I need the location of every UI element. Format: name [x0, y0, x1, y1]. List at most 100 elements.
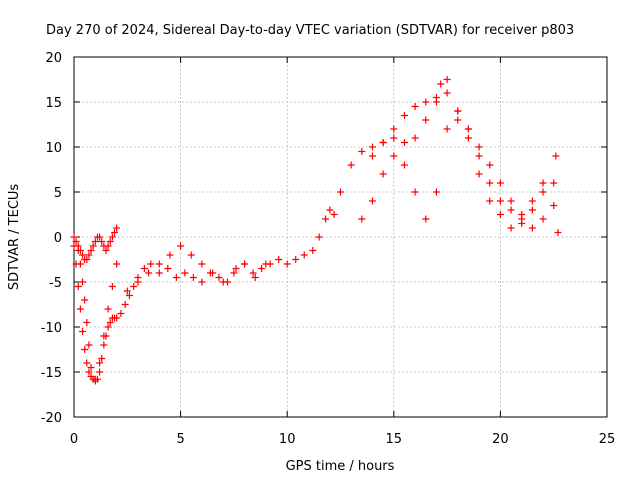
data-point	[241, 260, 249, 268]
data-point	[390, 125, 398, 133]
data-point	[83, 319, 91, 326]
data-point	[104, 323, 112, 331]
data-point	[81, 296, 89, 304]
data-point	[368, 152, 376, 160]
data-point	[98, 238, 106, 245]
data-point	[486, 197, 494, 205]
data-point	[475, 152, 483, 160]
data-point	[83, 359, 91, 367]
data-point	[443, 76, 451, 83]
data-point	[251, 274, 259, 281]
data-point	[219, 278, 227, 286]
y-tick-label: -5	[49, 276, 62, 291]
data-point	[528, 224, 536, 232]
data-point	[496, 179, 504, 187]
data-point	[198, 278, 206, 286]
data-point	[432, 94, 440, 101]
data-point	[134, 278, 142, 286]
data-point	[262, 260, 270, 268]
data-point	[164, 265, 172, 272]
y-tick-label: 0	[54, 231, 62, 246]
y-tick-label: -15	[41, 366, 62, 381]
data-point	[507, 224, 515, 232]
data-point	[379, 170, 387, 178]
data-points	[70, 76, 562, 385]
data-point	[130, 283, 138, 290]
data-point	[76, 260, 84, 268]
x-tick-labels: 0 5 10 15 20 25	[70, 432, 615, 447]
data-point	[475, 170, 483, 178]
data-point	[79, 251, 87, 259]
data-point	[330, 211, 338, 218]
data-point	[155, 260, 163, 268]
data-point	[379, 139, 387, 146]
data-point	[198, 260, 206, 268]
data-point	[315, 233, 323, 241]
data-point	[422, 98, 430, 106]
data-point	[275, 256, 283, 263]
y-tick-label: 10	[45, 141, 62, 156]
data-point	[145, 269, 153, 277]
data-point	[358, 148, 366, 155]
data-point	[113, 224, 121, 232]
data-point	[400, 112, 408, 119]
data-point	[74, 247, 82, 254]
data-point	[147, 260, 155, 268]
data-point	[390, 152, 398, 160]
data-point	[106, 238, 114, 245]
data-point	[464, 125, 472, 133]
x-tick-label: 25	[599, 432, 616, 447]
x-tick-label: 15	[386, 432, 403, 447]
data-point	[79, 328, 87, 335]
data-point	[98, 355, 106, 362]
data-point	[292, 256, 300, 263]
data-point	[337, 188, 344, 196]
data-point	[106, 319, 114, 326]
data-point	[507, 197, 515, 205]
y-tick-label: -20	[41, 411, 62, 426]
data-point	[432, 188, 440, 196]
data-point	[123, 287, 131, 295]
data-point	[121, 301, 129, 308]
data-point	[74, 283, 82, 290]
data-point	[550, 179, 558, 187]
data-point	[89, 242, 97, 250]
data-point	[411, 103, 419, 110]
y-tick-label: -10	[41, 321, 62, 336]
data-point	[125, 292, 133, 299]
axis-ticks	[73, 56, 608, 418]
data-point	[100, 332, 108, 340]
x-tick-label: 20	[492, 432, 509, 447]
data-point	[87, 247, 95, 254]
data-point	[539, 215, 547, 223]
data-point	[496, 197, 504, 205]
y-tick-label: 15	[45, 96, 62, 111]
data-point	[85, 341, 93, 349]
data-point	[140, 265, 148, 272]
data-point	[411, 188, 419, 196]
data-point	[347, 161, 355, 169]
data-point	[85, 368, 93, 376]
x-tick-label: 5	[176, 432, 184, 447]
data-point	[400, 139, 408, 146]
data-point	[326, 206, 334, 214]
data-point	[454, 107, 462, 115]
data-point	[91, 375, 99, 383]
data-point	[83, 256, 91, 263]
data-point	[464, 134, 472, 142]
data-point	[100, 341, 108, 349]
data-point	[177, 242, 185, 250]
data-point	[155, 269, 163, 277]
data-point	[518, 211, 526, 218]
data-point	[113, 260, 121, 268]
data-point	[475, 143, 483, 151]
data-point	[181, 269, 189, 277]
data-point	[113, 314, 121, 322]
x-axis-label: GPS time / hours	[286, 459, 395, 474]
y-axis-label: SDTVAR / TECUs	[7, 184, 22, 291]
data-point	[96, 233, 104, 241]
data-point	[232, 265, 240, 272]
data-point	[368, 143, 376, 151]
data-point	[72, 238, 80, 245]
